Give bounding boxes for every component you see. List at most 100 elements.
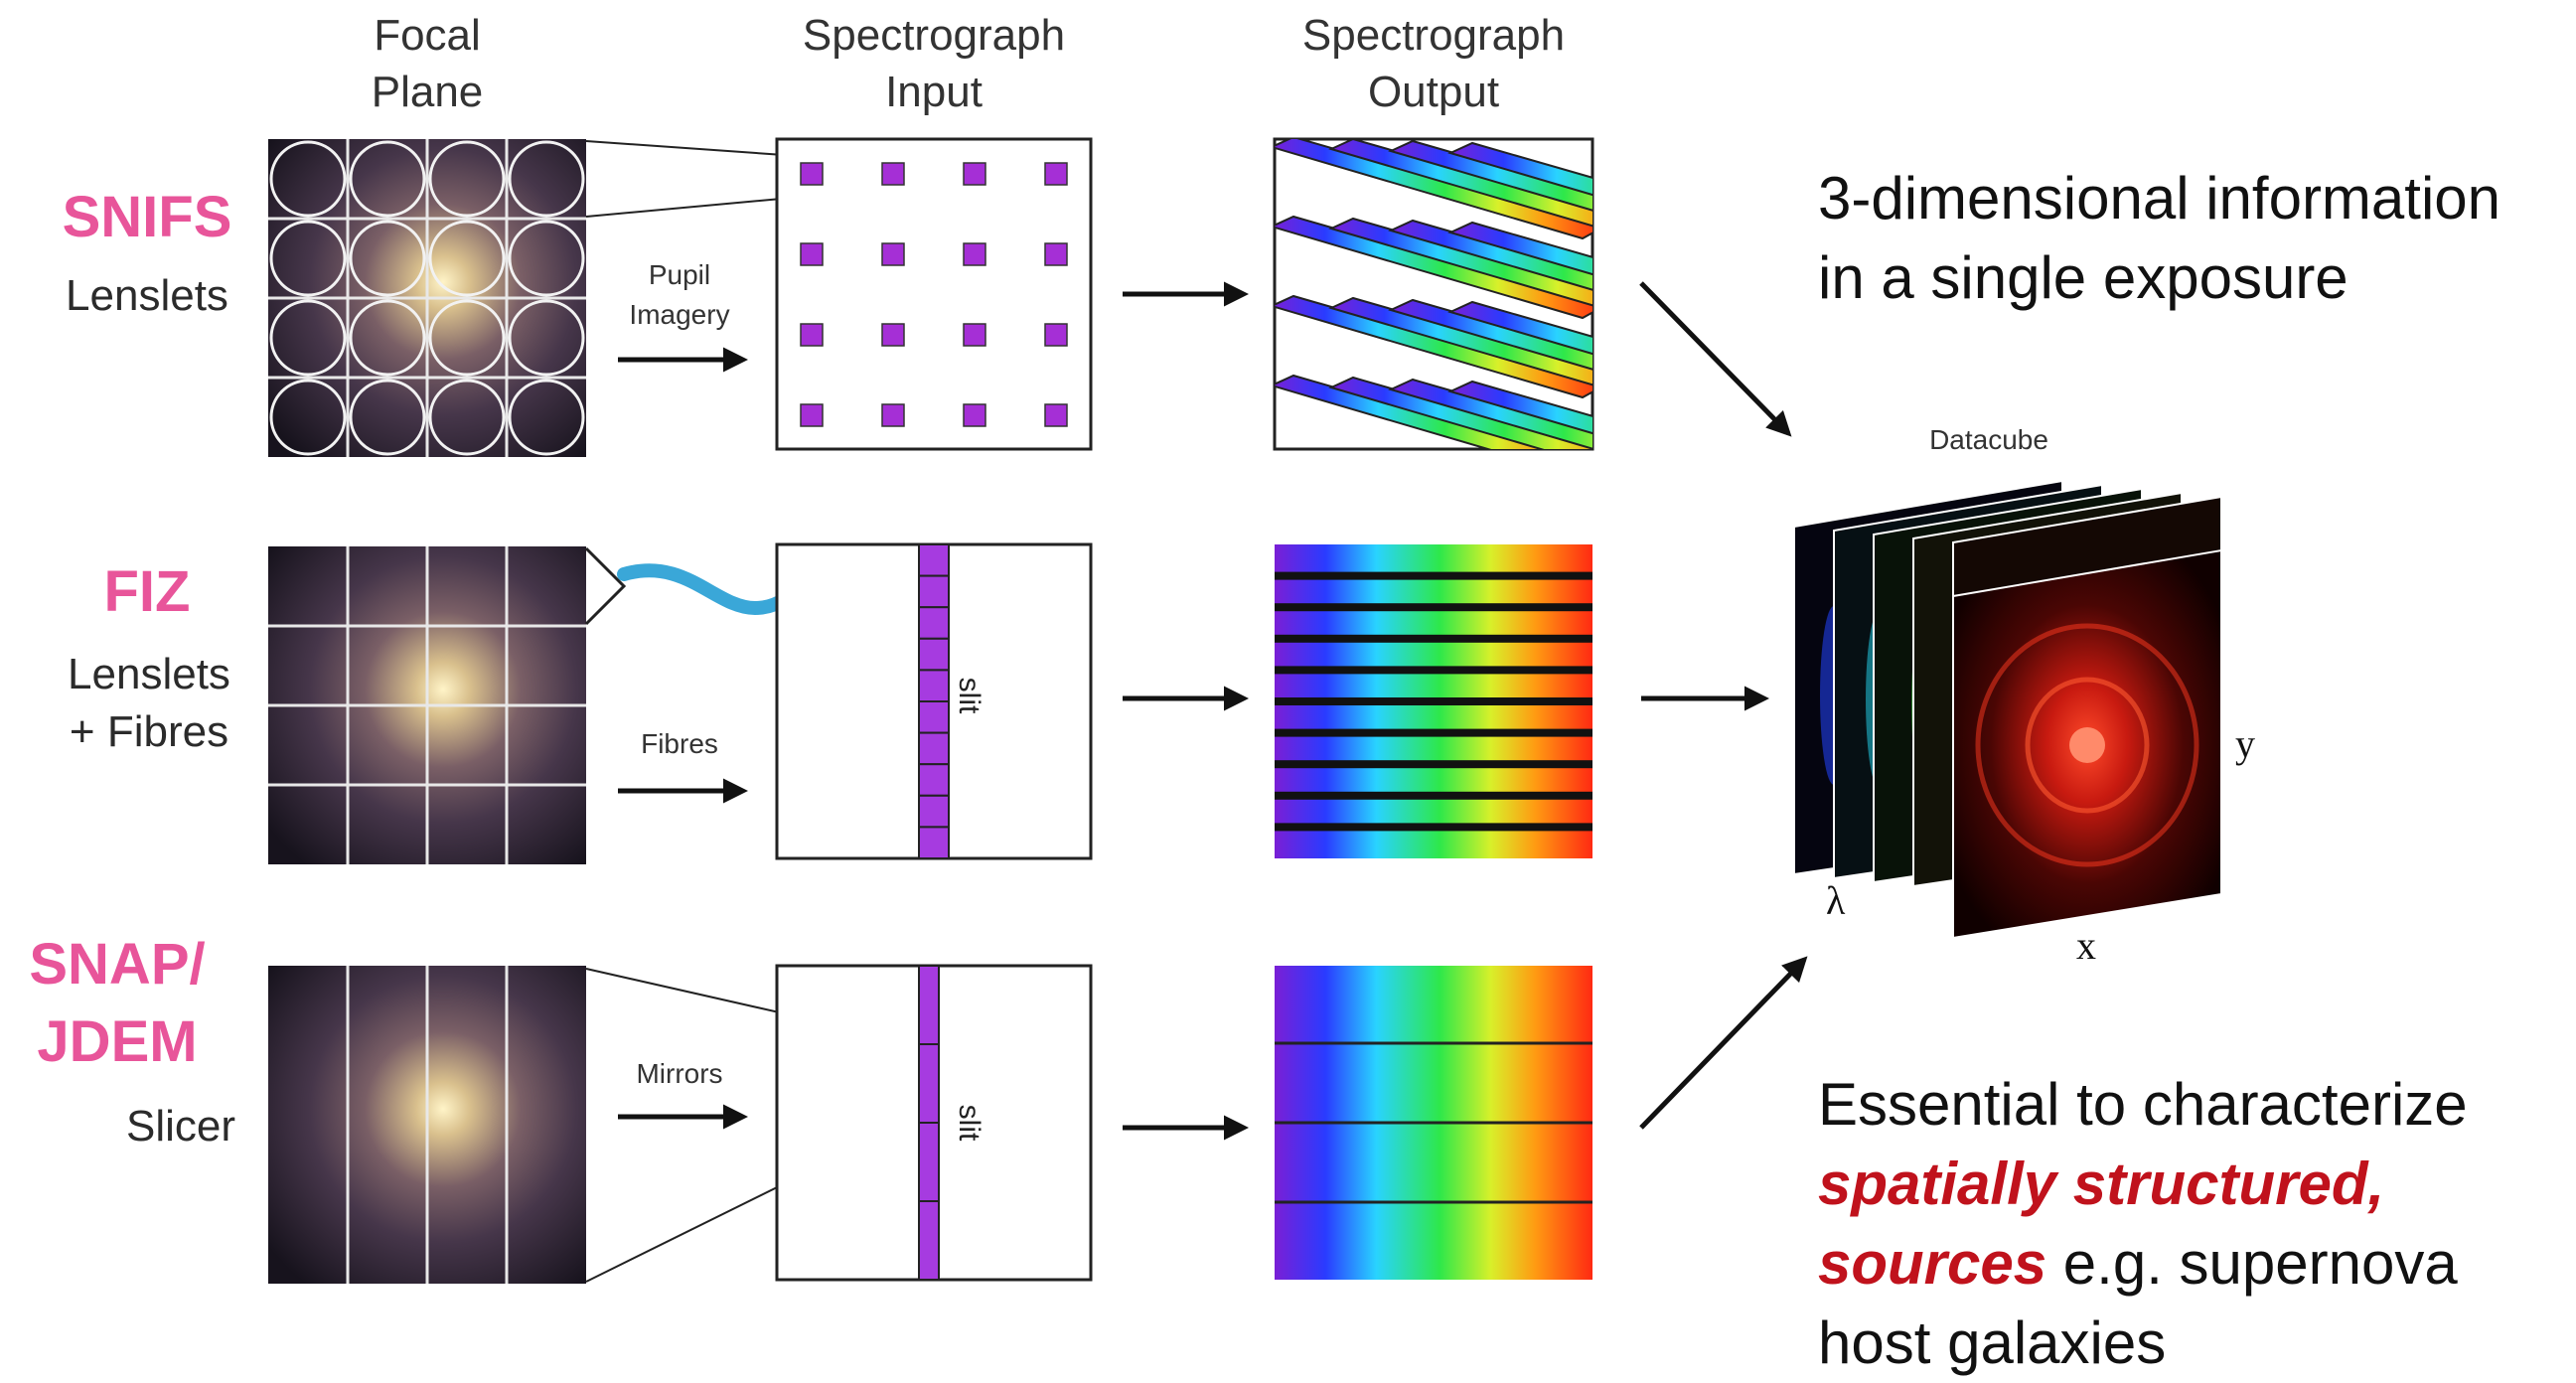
slit-segment [918, 794, 950, 829]
lenslet-circle [349, 299, 426, 377]
fiz-method-label: Fibres [641, 728, 718, 759]
fiz-fibre-funnel [584, 546, 627, 626]
lenslet-circle [508, 220, 585, 297]
snifs-method-line2: Imagery [629, 299, 729, 330]
lenslet-circle [269, 220, 347, 297]
fibre-gap [1275, 728, 1592, 737]
spec-input-header-line1: Spectrograph [803, 11, 1065, 60]
spec-output-header-line2: Output [1368, 68, 1499, 116]
slit-segment [918, 1200, 940, 1281]
datacube-title: Datacube [1929, 424, 2048, 455]
lenslet-square [963, 242, 986, 266]
snap-focal-plane [268, 966, 586, 1284]
lenslet-circle [269, 379, 347, 456]
slit-segment [918, 700, 950, 734]
lenslet-circle [508, 379, 585, 456]
fiz-output-spectra [1275, 544, 1592, 858]
snifs-sublabel: Lenslets [66, 271, 228, 320]
galaxy-arm [2025, 677, 2150, 814]
fiz-sublabel-line1: Lenslets [68, 650, 230, 698]
datacube-axis-x: x [2076, 923, 2096, 968]
lenslet-spectrum [1328, 217, 1592, 307]
snap-slit-label: slit [953, 1105, 985, 1142]
note-top-line2: in a single exposure [1818, 244, 2349, 311]
note-bottom: Essential to characterize spatially stru… [1818, 1065, 2468, 1383]
lenslet-circle [349, 220, 426, 297]
lenslet-square [800, 242, 824, 266]
fibre-gap [1275, 697, 1592, 705]
slit-segment [918, 826, 950, 860]
lenslet-circle [428, 140, 506, 218]
lenslet-square [1044, 323, 1068, 347]
slit-segment [918, 574, 950, 609]
lenslet-spectrum [1328, 376, 1592, 449]
slit-segment [918, 763, 950, 797]
lenslet-circle [508, 299, 585, 377]
lenslet-square [963, 403, 986, 427]
fiz-label: FIZ [104, 559, 191, 624]
lenslet-spectrum [1388, 298, 1592, 371]
slit-segment [918, 606, 950, 640]
snifs-input-box [775, 137, 1093, 451]
lenslet-spectrum [1447, 221, 1592, 276]
fibre-gap [1275, 571, 1592, 580]
datacube [1793, 479, 2222, 940]
snap-output-spectra [1275, 966, 1592, 1280]
snifs-lenslet-grid [800, 162, 1068, 427]
fibre-gap [1275, 666, 1592, 675]
snifs-label: SNIFS [63, 185, 232, 249]
lenslet-spectrum [1328, 139, 1592, 228]
lenslet-circle [428, 379, 506, 456]
slit-segment [918, 1043, 940, 1124]
slit-segment [918, 731, 950, 766]
focal-plane-header-line1: Focal [374, 11, 481, 60]
lenslet-spectrum [1388, 378, 1592, 449]
lenslet-circle [269, 299, 347, 377]
snap-to-cube-arrow [1639, 956, 1808, 1130]
fibre-gap [1275, 791, 1592, 800]
lenslet-square [881, 323, 905, 347]
snifs-to-cube-arrow [1639, 281, 1792, 437]
fibre-gap [1275, 603, 1592, 612]
lenslet-spectrum [1275, 139, 1592, 240]
slit-segment [918, 669, 950, 703]
note-bottom-line3-rest: e.g. supernova [2046, 1230, 2458, 1297]
note-top-line1: 3-dimensional information [1818, 165, 2501, 231]
fibre-gap [1275, 823, 1592, 832]
lenslet-circle [428, 220, 506, 297]
fibre-gap [1275, 760, 1592, 769]
lenslet-circle [349, 140, 426, 218]
slit-segment [918, 965, 940, 1045]
lenslet-circle [508, 140, 585, 218]
slit-segment [918, 1122, 940, 1202]
lenslet-square [963, 162, 986, 186]
note-bottom-line1: Essential to characterize [1818, 1071, 2468, 1138]
lenslet-square [881, 242, 905, 266]
spec-input-header-line2: Input [885, 68, 983, 116]
galaxy-core [2069, 727, 2105, 763]
lenslet-spectrum [1275, 215, 1592, 320]
lenslet-spectrum [1447, 300, 1592, 356]
slit-segment [918, 543, 950, 577]
snap-label-line1: SNAP/ [29, 932, 205, 997]
snifs-spectra [1275, 139, 1592, 449]
lenslet-circle [428, 299, 506, 377]
lenslet-square [800, 403, 824, 427]
fiz-slit [918, 543, 950, 860]
snifs-focal-plane [268, 139, 586, 457]
note-bottom-highlight2: sources [1818, 1230, 2047, 1297]
datacube-axis-lambda: λ [1826, 878, 1846, 923]
slit-segment [918, 637, 950, 672]
lenslet-square [881, 162, 905, 186]
note-bottom-highlight1: spatially structured, [1818, 1151, 2385, 1217]
lenslet-spectrum [1388, 139, 1592, 212]
lenslet-square [881, 403, 905, 427]
lenslet-square [1044, 242, 1068, 266]
lenslet-square [963, 323, 986, 347]
lenslet-spectrum [1388, 219, 1592, 291]
snap-method-label: Mirrors [636, 1058, 722, 1089]
note-top: 3-dimensional information in a single ex… [1818, 159, 2500, 318]
lenslet-circle [349, 379, 426, 456]
